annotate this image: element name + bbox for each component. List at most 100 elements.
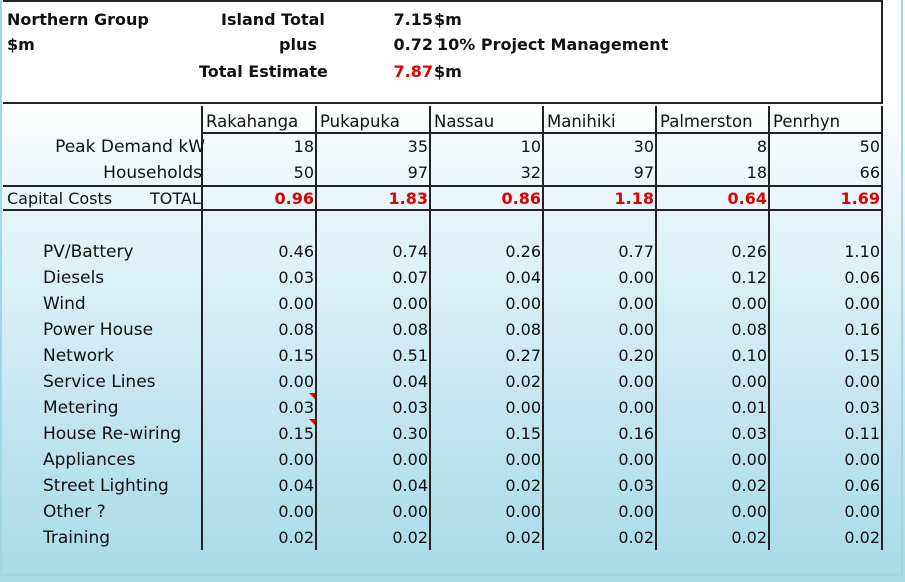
cost-cell[interactable]: 0.08 <box>505 320 541 339</box>
capital-total-cell[interactable]: 0.96 <box>274 189 314 208</box>
cost-cell[interactable]: 0.00 <box>505 398 541 417</box>
cost-cell[interactable]: 0.00 <box>731 372 767 391</box>
cost-cell[interactable]: 0.00 <box>278 372 314 391</box>
cost-cell[interactable]: 0.15 <box>278 424 314 443</box>
cost-cell[interactable]: 0.02 <box>731 528 767 547</box>
island-header: Rakahanga <box>206 112 299 131</box>
cost-cell[interactable]: 0.03 <box>844 398 880 417</box>
cost-cell[interactable]: 0.08 <box>731 320 767 339</box>
cost-cell[interactable]: 0.02 <box>731 476 767 495</box>
peak-demand-cell[interactable]: 50 <box>859 137 880 156</box>
cost-cell[interactable]: 0.12 <box>731 268 767 287</box>
cost-cell[interactable]: 0.03 <box>392 398 428 417</box>
capital-total-cell[interactable]: 1.18 <box>614 189 654 208</box>
cost-cell[interactable]: 0.07 <box>392 268 428 287</box>
cost-cell[interactable]: 0.02 <box>618 528 654 547</box>
cost-cell[interactable]: 0.00 <box>392 450 428 469</box>
cost-cell[interactable]: 0.08 <box>392 320 428 339</box>
cost-cell[interactable]: 0.00 <box>844 372 880 391</box>
capital-total-cell[interactable]: 1.83 <box>388 189 428 208</box>
cost-cell[interactable]: 0.00 <box>505 294 541 313</box>
cost-cell[interactable]: 0.00 <box>844 450 880 469</box>
cost-row-label: Diesels <box>43 268 105 288</box>
capital-total-cell[interactable]: 1.69 <box>840 189 880 208</box>
cost-cell[interactable]: 0.15 <box>278 346 314 365</box>
cost-cell[interactable]: 0.03 <box>618 476 654 495</box>
households-cell[interactable]: 97 <box>633 163 654 182</box>
cost-cell[interactable]: 0.08 <box>278 320 314 339</box>
cost-cell[interactable]: 0.00 <box>618 268 654 287</box>
cost-cell[interactable]: 0.00 <box>618 294 654 313</box>
cost-cell[interactable]: 0.30 <box>392 424 428 443</box>
cost-cell[interactable]: 0.16 <box>844 320 880 339</box>
cost-cell[interactable]: 0.26 <box>505 242 541 261</box>
households-cell[interactable]: 97 <box>407 163 428 182</box>
cost-cell[interactable]: 0.02 <box>505 528 541 547</box>
cost-cell[interactable]: 0.15 <box>844 346 880 365</box>
cost-cell[interactable]: 0.02 <box>392 528 428 547</box>
peak-demand-cell[interactable]: 8 <box>756 137 767 156</box>
cost-cell[interactable]: 0.00 <box>618 450 654 469</box>
cost-cell[interactable]: 0.03 <box>278 398 314 417</box>
cost-cell[interactable]: 0.00 <box>731 294 767 313</box>
cost-cell[interactable]: 0.27 <box>505 346 541 365</box>
cost-cell[interactable]: 0.00 <box>618 372 654 391</box>
cost-cell[interactable]: 0.00 <box>618 398 654 417</box>
cost-cell[interactable]: 0.10 <box>731 346 767 365</box>
households-cell[interactable]: 32 <box>520 163 541 182</box>
households-cell[interactable]: 18 <box>746 163 767 182</box>
cost-cell[interactable]: 0.77 <box>618 242 654 261</box>
cost-cell[interactable]: 0.00 <box>618 320 654 339</box>
cost-cell[interactable]: 0.00 <box>731 502 767 521</box>
cost-cell[interactable]: 0.00 <box>731 450 767 469</box>
cost-cell[interactable]: 0.03 <box>278 268 314 287</box>
cost-cell[interactable]: 0.00 <box>844 502 880 521</box>
cost-cell[interactable]: 0.00 <box>844 294 880 313</box>
cost-cell[interactable]: 0.46 <box>278 242 314 261</box>
capital-total-cell[interactable]: 0.64 <box>727 189 767 208</box>
cost-cell[interactable]: 0.00 <box>278 450 314 469</box>
cost-cell[interactable]: 0.06 <box>844 268 880 287</box>
cost-cell[interactable]: 0.16 <box>618 424 654 443</box>
households-cell[interactable]: 50 <box>293 163 314 182</box>
cost-cell[interactable]: 0.04 <box>392 372 428 391</box>
cost-row-label: Network <box>43 346 114 366</box>
cost-cell[interactable]: 0.00 <box>278 294 314 313</box>
cost-cell[interactable]: 1.10 <box>844 242 880 261</box>
cost-cell[interactable]: 0.00 <box>505 450 541 469</box>
cost-cell[interactable]: 0.00 <box>618 502 654 521</box>
capital-total-cell[interactable]: 0.86 <box>501 189 541 208</box>
cost-cell[interactable]: 0.04 <box>278 476 314 495</box>
peak-demand-cell[interactable]: 30 <box>633 137 654 156</box>
cost-cell[interactable]: 0.02 <box>278 528 314 547</box>
cost-row-label: Training <box>43 528 111 548</box>
cost-cell[interactable]: 0.11 <box>844 424 880 443</box>
cost-cell[interactable]: 0.02 <box>505 476 541 495</box>
cost-cell[interactable]: 0.15 <box>505 424 541 443</box>
cost-cell[interactable]: 0.00 <box>505 502 541 521</box>
cost-cell[interactable]: 0.04 <box>392 476 428 495</box>
cost-cell[interactable]: 0.02 <box>844 528 880 547</box>
cost-cell[interactable]: 0.51 <box>392 346 428 365</box>
grid-line <box>429 106 431 550</box>
comment-marker-icon[interactable] <box>309 393 315 399</box>
cost-row-label: PV/Battery <box>43 242 134 262</box>
cost-cell[interactable]: 0.26 <box>731 242 767 261</box>
cost-cell[interactable]: 0.01 <box>731 398 767 417</box>
peak-demand-cell[interactable]: 10 <box>520 137 541 156</box>
cost-cell[interactable]: 0.02 <box>505 372 541 391</box>
cost-cell[interactable]: 0.00 <box>392 294 428 313</box>
grid-line <box>201 106 203 550</box>
cost-cell[interactable]: 0.03 <box>731 424 767 443</box>
cost-cell[interactable]: 0.00 <box>278 502 314 521</box>
grid-line <box>3 209 883 211</box>
cost-cell[interactable]: 0.20 <box>618 346 654 365</box>
peak-demand-cell[interactable]: 18 <box>293 137 314 156</box>
cost-cell[interactable]: 0.06 <box>844 476 880 495</box>
cost-cell[interactable]: 0.74 <box>392 242 428 261</box>
cost-cell[interactable]: 0.00 <box>392 502 428 521</box>
comment-marker-icon[interactable] <box>309 419 315 425</box>
households-cell[interactable]: 66 <box>859 163 880 182</box>
cost-cell[interactable]: 0.04 <box>505 268 541 287</box>
peak-demand-cell[interactable]: 35 <box>407 137 428 156</box>
